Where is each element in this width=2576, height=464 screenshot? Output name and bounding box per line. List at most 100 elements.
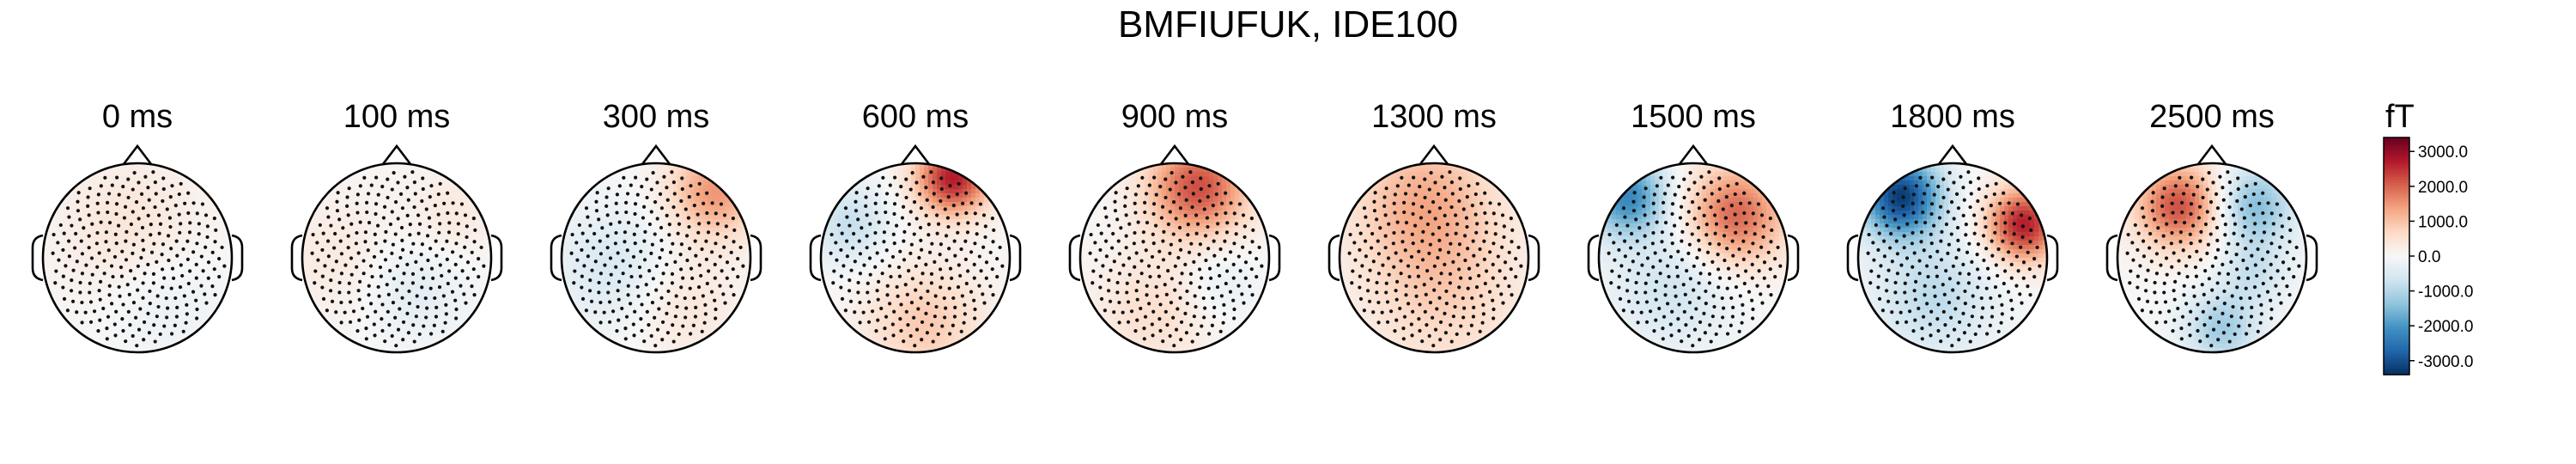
field-cell: [562, 193, 567, 198]
field-cell: [435, 232, 440, 237]
field-cell: [167, 253, 173, 259]
field-cell: [431, 223, 436, 229]
field-cell: [427, 241, 432, 246]
field-cell: [189, 271, 194, 276]
field-cell: [210, 172, 216, 177]
field-cell: [600, 211, 605, 216]
sensor-dot: [417, 222, 422, 226]
sensor-dot: [203, 292, 207, 296]
field-cell: [120, 241, 125, 246]
sensor-dot: [396, 327, 401, 332]
field-cell: [592, 258, 597, 263]
field-cell: [427, 271, 432, 276]
field-cell: [345, 275, 350, 280]
sensor-dot: [51, 251, 55, 255]
field-cell: [341, 288, 346, 293]
field-cell: [56, 344, 61, 349]
field-cell: [453, 301, 458, 306]
field-cell: [64, 253, 70, 259]
field-cell: [440, 211, 445, 216]
field-cell: [167, 211, 173, 216]
field-cell: [600, 189, 605, 194]
field-cell: [120, 176, 125, 181]
field-cell: [94, 322, 100, 327]
field-cell: [311, 241, 316, 246]
field-cell: [228, 292, 232, 297]
field-cell: [215, 219, 220, 224]
field-cell: [56, 322, 61, 327]
sensor-dot: [114, 241, 118, 246]
field-cell: [354, 215, 359, 220]
field-cell: [349, 193, 355, 198]
field-cell: [440, 249, 445, 254]
sensor-dot: [436, 212, 440, 217]
field-cell: [86, 168, 91, 173]
sensor-dot: [131, 242, 136, 247]
field-cell: [73, 228, 78, 233]
sensor-dot: [111, 274, 115, 279]
field-cell: [193, 301, 198, 306]
field-cell: [167, 232, 173, 237]
field-cell: [367, 322, 372, 327]
field-cell: [574, 275, 580, 280]
field-cell: [116, 168, 121, 173]
field-cell: [410, 176, 415, 181]
field-cell: [345, 228, 350, 233]
field-cell: [163, 322, 168, 327]
field-cell: [185, 219, 190, 224]
field-cell: [133, 331, 138, 336]
field-cell: [146, 172, 151, 177]
field-cell: [354, 198, 359, 203]
field-cell: [375, 180, 380, 186]
field-cell: [69, 339, 74, 345]
field-cell: [579, 266, 584, 272]
field-cell: [367, 344, 372, 349]
field-cell: [613, 279, 618, 284]
field-cell: [163, 193, 168, 198]
field-cell: [384, 245, 389, 250]
head-outline: [301, 162, 493, 354]
field-cell: [397, 193, 402, 198]
field-cell: [410, 305, 415, 310]
field-cell: [210, 163, 216, 168]
field-cell: [453, 172, 458, 177]
field-cell: [596, 223, 601, 229]
field-cell: [73, 215, 78, 220]
field-cell: [197, 339, 203, 345]
field-cell: [202, 305, 207, 310]
field-cell: [223, 189, 228, 194]
field-cell: [86, 189, 91, 194]
field-cell: [435, 262, 440, 267]
field-cell: [172, 279, 177, 284]
field-cell: [146, 241, 151, 246]
field-cell: [375, 228, 380, 233]
field-cell: [86, 318, 91, 323]
field-cell: [69, 228, 74, 233]
field-cell: [397, 262, 402, 267]
field-cell: [228, 198, 232, 203]
field-cell: [210, 271, 216, 276]
field-cell: [362, 189, 368, 194]
field-cell: [444, 180, 449, 186]
field-cell: [487, 185, 491, 190]
field-cell: [440, 245, 445, 250]
field-cell: [60, 331, 65, 336]
field-cell: [418, 172, 423, 177]
field-cell: [431, 348, 436, 352]
sensor-dot: [174, 314, 179, 319]
field-cell: [146, 314, 151, 319]
field-cell: [384, 241, 389, 246]
field-cell: [90, 344, 95, 349]
field-cell: [358, 292, 363, 297]
field-cell: [142, 176, 147, 181]
sensor-dot: [343, 310, 347, 314]
field-cell: [448, 206, 453, 211]
field-cell: [457, 314, 462, 319]
field-cell: [401, 223, 406, 229]
sensor-dot: [173, 296, 178, 301]
field-cell: [319, 305, 325, 310]
field-cell: [405, 339, 410, 345]
field-cell: [579, 339, 584, 345]
field-cell: [324, 279, 329, 284]
field-cell: [223, 271, 228, 276]
